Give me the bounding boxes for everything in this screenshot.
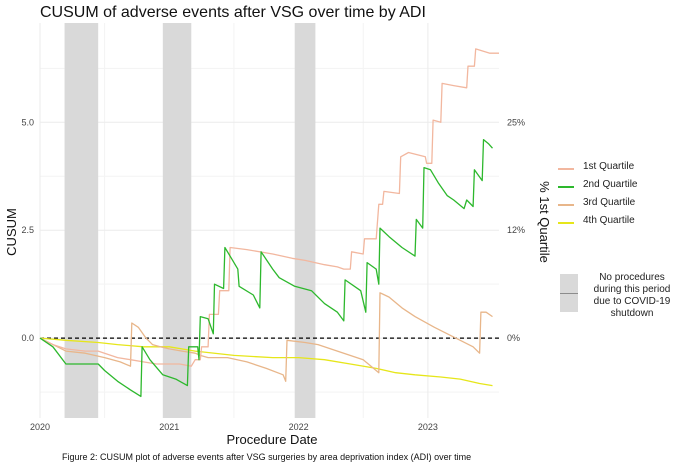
y-tick-label: 5.0 [21, 117, 34, 127]
x-tick-labels: 2020 2021 2022 2023 [30, 422, 438, 432]
legend-label-q2: 2nd Quartile [583, 179, 638, 190]
shutdown-band [162, 23, 192, 418]
x-tick-label: 2023 [418, 422, 438, 432]
legend-shutdown: No procedures during this period due to … [558, 272, 678, 319]
x-axis-label: Procedure Date [226, 432, 317, 447]
y-tick-label: 2.5 [21, 225, 34, 235]
series-lines [39, 48, 499, 398]
legend-shutdown-line [560, 293, 578, 294]
series-line-q2 [39, 138, 493, 398]
series-line-q1 [39, 48, 499, 367]
y2-tick-labels: 0% 12% 25% [507, 117, 525, 343]
y2-tick-label: 0% [507, 333, 520, 343]
shutdown-band [294, 23, 316, 418]
x-tick-label: 2020 [30, 422, 50, 432]
x-tick-label: 2022 [289, 422, 309, 432]
y2-axis-label: % 1st Quartile [537, 181, 552, 263]
legend-swatch-q4 [558, 222, 574, 224]
series-line-q4 [39, 337, 493, 387]
x-tick-label: 2021 [159, 422, 179, 432]
chart-title: CUSUM of adverse events after VSG over t… [40, 4, 426, 21]
legend-swatch-q2 [558, 186, 574, 188]
figure-caption: Figure 2: CUSUM plot of adverse events a… [62, 452, 472, 462]
shutdown-band [64, 23, 99, 418]
legend-shutdown-label: No procedures during this period due to … [593, 272, 671, 319]
y-axis-label: CUSUM [4, 208, 19, 256]
legend-swatch-q1 [558, 168, 574, 170]
series-line-q3 [39, 292, 493, 382]
legend-label-q1: 1st Quartile [583, 161, 635, 172]
shutdown-periods [64, 23, 316, 418]
y2-tick-label: 12% [507, 225, 525, 235]
legend-label-q3: 3rd Quartile [583, 197, 636, 208]
legend-swatch-q3 [558, 204, 574, 206]
legend-label-q4: 4th Quartile [583, 215, 635, 226]
y-tick-label: 0.0 [21, 333, 34, 343]
y-tick-labels: 0.0 2.5 5.0 [21, 117, 34, 343]
y2-tick-label: 25% [507, 117, 525, 127]
